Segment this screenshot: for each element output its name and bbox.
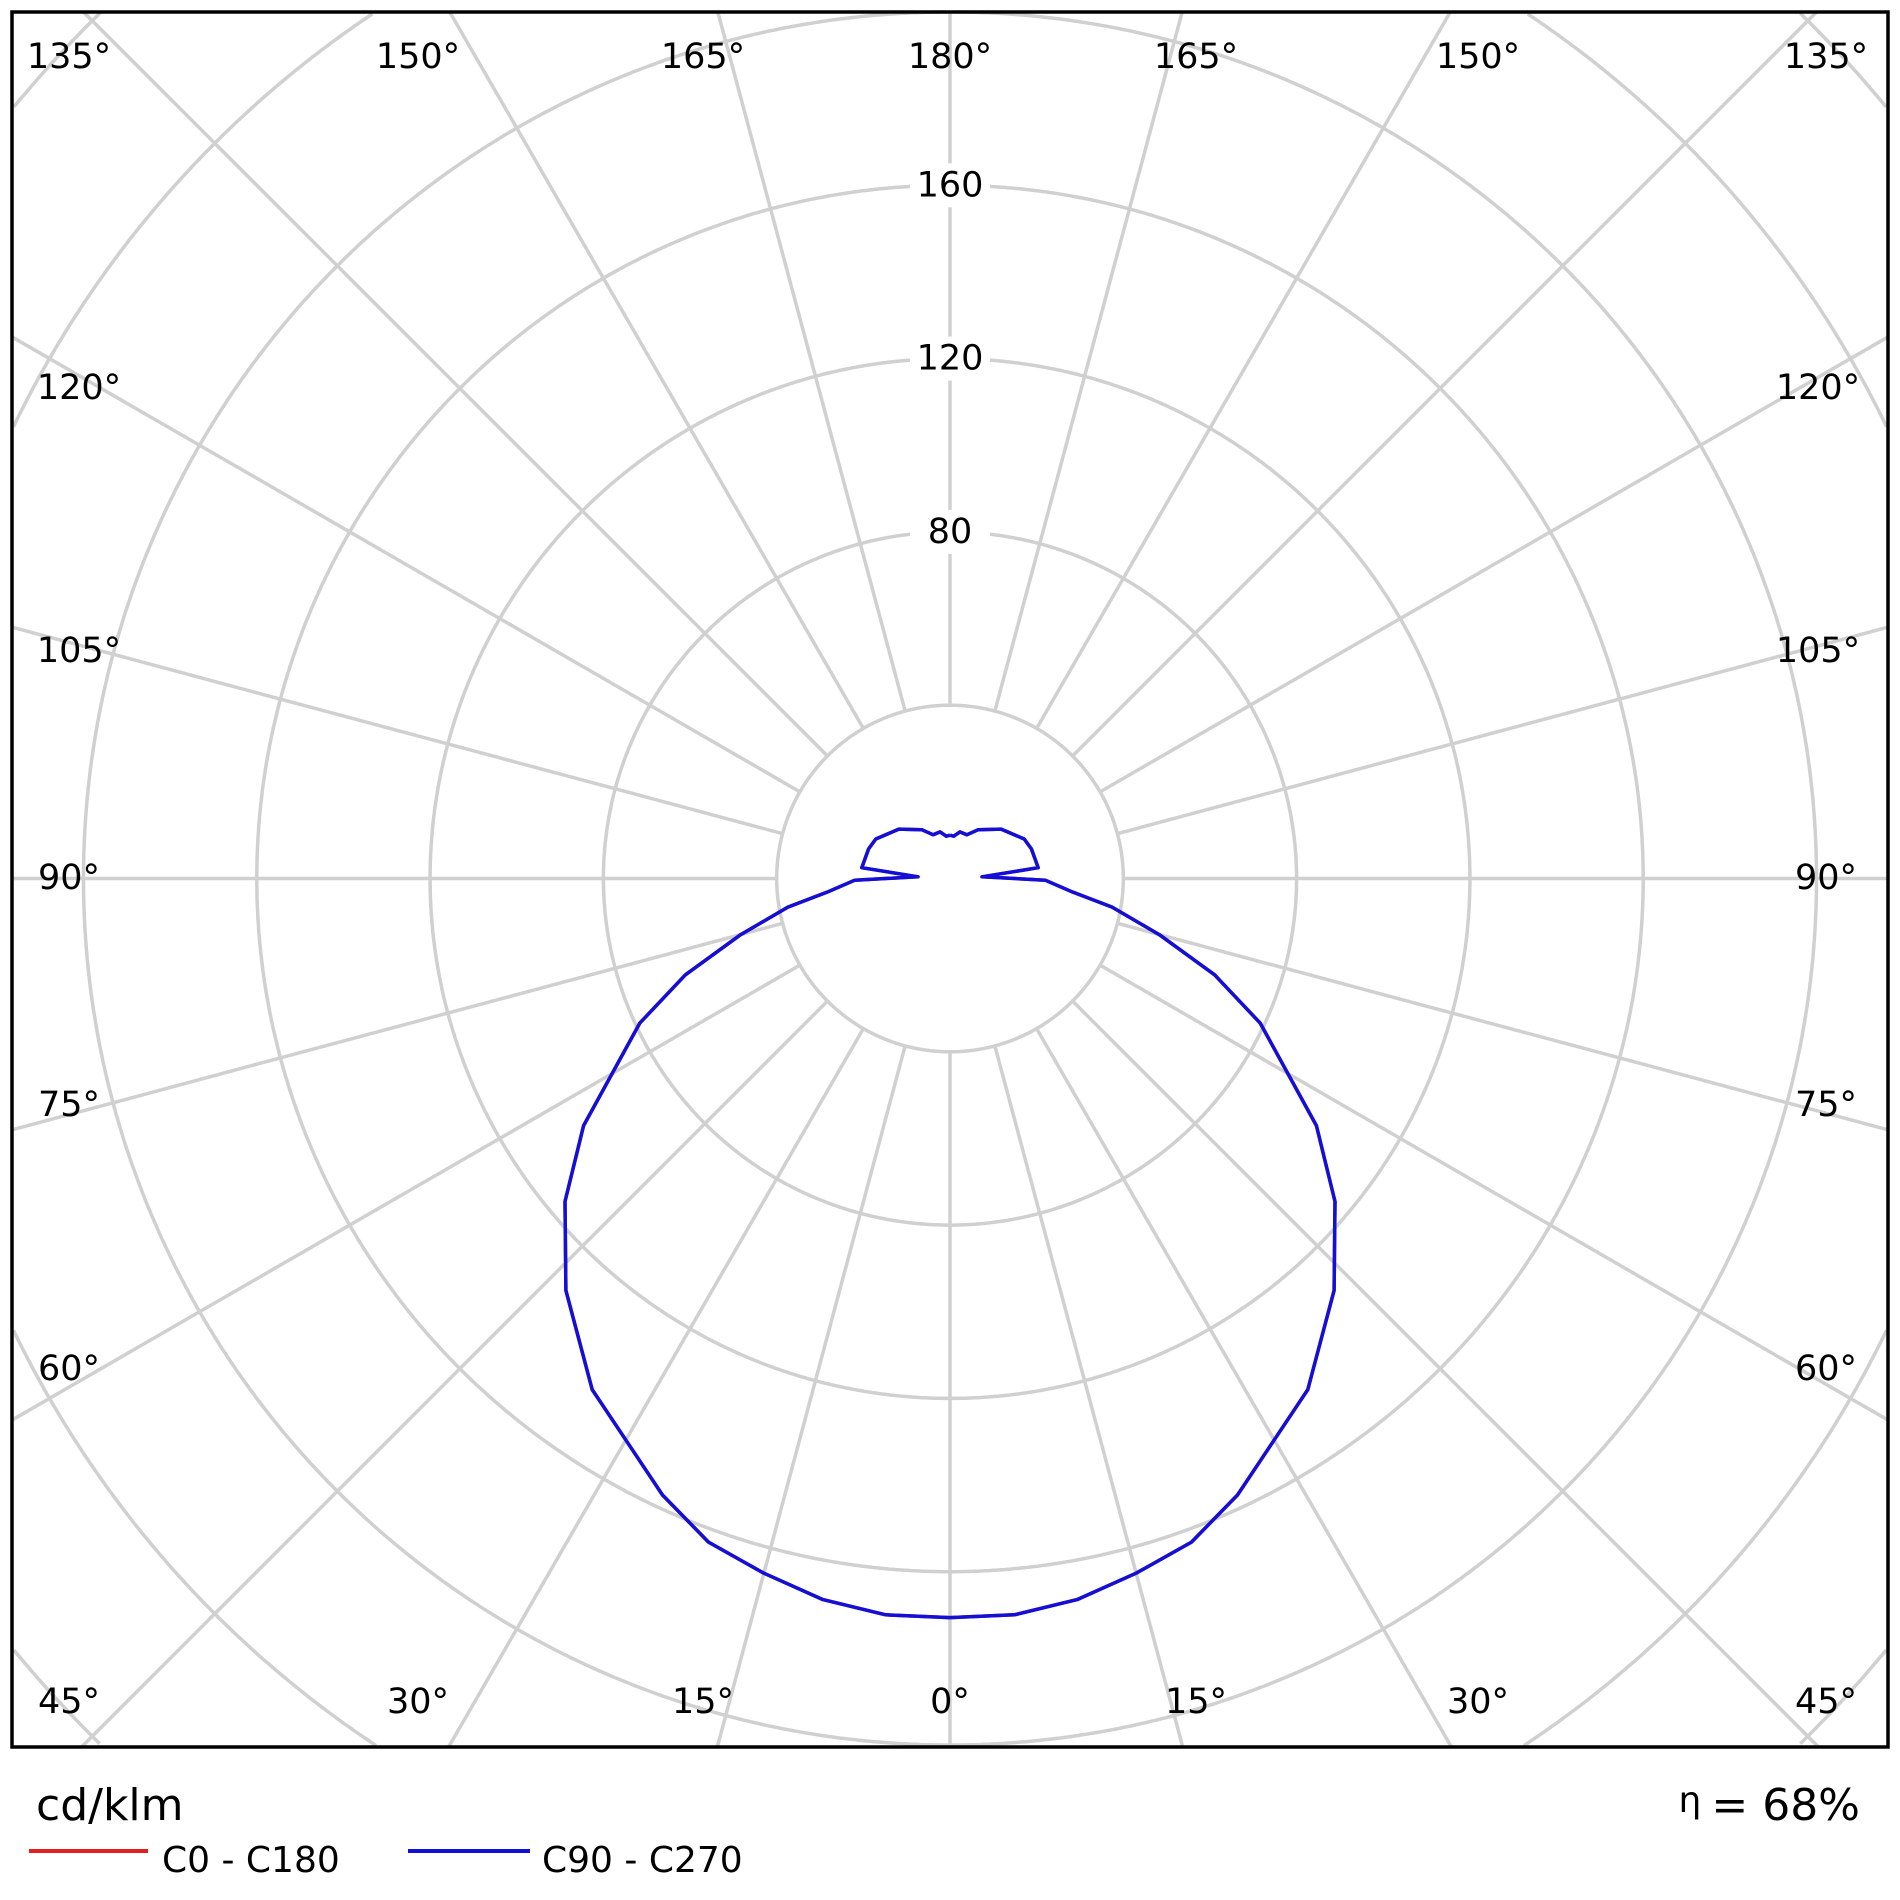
eta-symbol: η xyxy=(1679,1780,1702,1821)
angle-label: 105° xyxy=(37,631,121,671)
angle-label: 75° xyxy=(38,1085,100,1125)
grid-spoke xyxy=(1035,1027,1453,1748)
angle-label: 15° xyxy=(672,1682,734,1722)
angle-label: 30° xyxy=(1447,1682,1509,1722)
ring-label-bg xyxy=(910,163,990,208)
legend-label-c0-c180: C0 - C180 xyxy=(162,1840,340,1881)
angle-label: 150° xyxy=(1436,37,1520,77)
grid-spoke xyxy=(993,1045,1185,1748)
grid-spoke xyxy=(11,335,801,794)
angle-label: 120° xyxy=(37,368,121,408)
grid-ring xyxy=(12,12,101,109)
grid-spoke xyxy=(11,963,801,1422)
grid-ring xyxy=(11,12,374,428)
grid-spoke xyxy=(1035,11,1452,730)
angle-label: 75° xyxy=(1795,1085,1857,1125)
angle-label: 165° xyxy=(1154,37,1238,77)
grid-ring xyxy=(1799,12,1888,109)
grid-ring xyxy=(1522,1329,1889,1748)
ring-label-bg xyxy=(910,336,990,381)
angle-label: 60° xyxy=(38,1349,100,1389)
angle-label: 135° xyxy=(1784,37,1868,77)
ring-label: 80 xyxy=(928,512,973,552)
grid-ring xyxy=(11,1329,378,1748)
angle-label: 105° xyxy=(1776,631,1860,671)
plot-frame xyxy=(10,10,1890,1749)
grid-spoke xyxy=(80,999,829,1749)
angle-label: 150° xyxy=(376,37,460,77)
angle-label: 0° xyxy=(930,1682,970,1722)
grid-spoke xyxy=(1099,335,1889,794)
angle-label: 180° xyxy=(908,37,992,77)
grid-spoke xyxy=(1116,921,1889,1132)
angle-label: 60° xyxy=(1795,1349,1857,1389)
efficiency-label: η = 68% xyxy=(1679,1780,1860,1831)
grid-spoke xyxy=(82,10,829,758)
angle-label: 45° xyxy=(1795,1682,1857,1722)
ring-label: 160 xyxy=(917,165,984,205)
legend-label-c90-c270: C90 - C270 xyxy=(542,1840,743,1881)
eta-value: = 68% xyxy=(1711,1780,1860,1831)
series-curve-1 xyxy=(563,827,1337,1620)
grid-spoke xyxy=(1099,963,1889,1422)
grid-spoke xyxy=(448,11,865,730)
grid-ring xyxy=(1799,1648,1888,1745)
angle-label: 135° xyxy=(27,37,111,77)
polar-grid xyxy=(11,10,1889,1749)
angle-label: 90° xyxy=(38,858,100,898)
angle-label: 165° xyxy=(661,37,745,77)
grid-spoke xyxy=(993,11,1184,712)
grid-spoke xyxy=(716,11,907,712)
grid-spoke xyxy=(447,1027,865,1748)
grid-spoke xyxy=(1116,625,1889,836)
grid-spoke xyxy=(11,625,784,836)
grid-spoke xyxy=(1071,999,1820,1749)
grid-ring xyxy=(1526,12,1889,428)
series-layer xyxy=(563,827,1337,1620)
axis-labels: 80 120 160 135° 150° 165° 180° 165° 150° 135° 45° 3… xyxy=(27,37,1868,1722)
angle-label: 15° xyxy=(1165,1682,1227,1722)
angle-label: 45° xyxy=(38,1682,100,1722)
grid-spoke xyxy=(11,921,784,1132)
angle-label: 90° xyxy=(1795,858,1857,898)
unit-label: cd/klm xyxy=(36,1780,184,1831)
ring-label-bg xyxy=(910,509,990,554)
ring-label: 120 xyxy=(917,339,984,379)
angle-label: 30° xyxy=(387,1682,449,1722)
grid-ring xyxy=(12,1648,101,1745)
grid-spoke xyxy=(1071,10,1818,758)
grid-spoke xyxy=(715,1045,907,1748)
angle-label: 120° xyxy=(1776,368,1860,408)
